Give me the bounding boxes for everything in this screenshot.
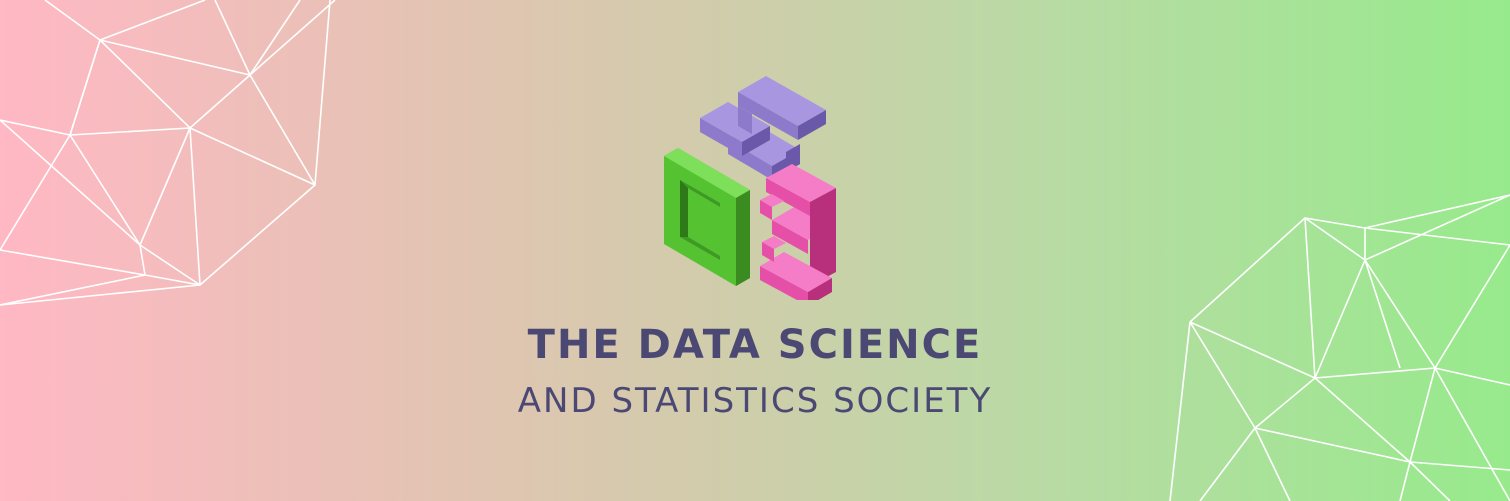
- logo-letter-3: [760, 164, 836, 300]
- logo-letter-s: [700, 76, 826, 180]
- banner-title: THE DATA SCIENCE: [527, 322, 983, 368]
- banner-subtitle: AND STATISTICS SOCIETY: [517, 381, 993, 421]
- ds3-logo: [664, 76, 836, 300]
- logo-letter-d: [664, 148, 750, 286]
